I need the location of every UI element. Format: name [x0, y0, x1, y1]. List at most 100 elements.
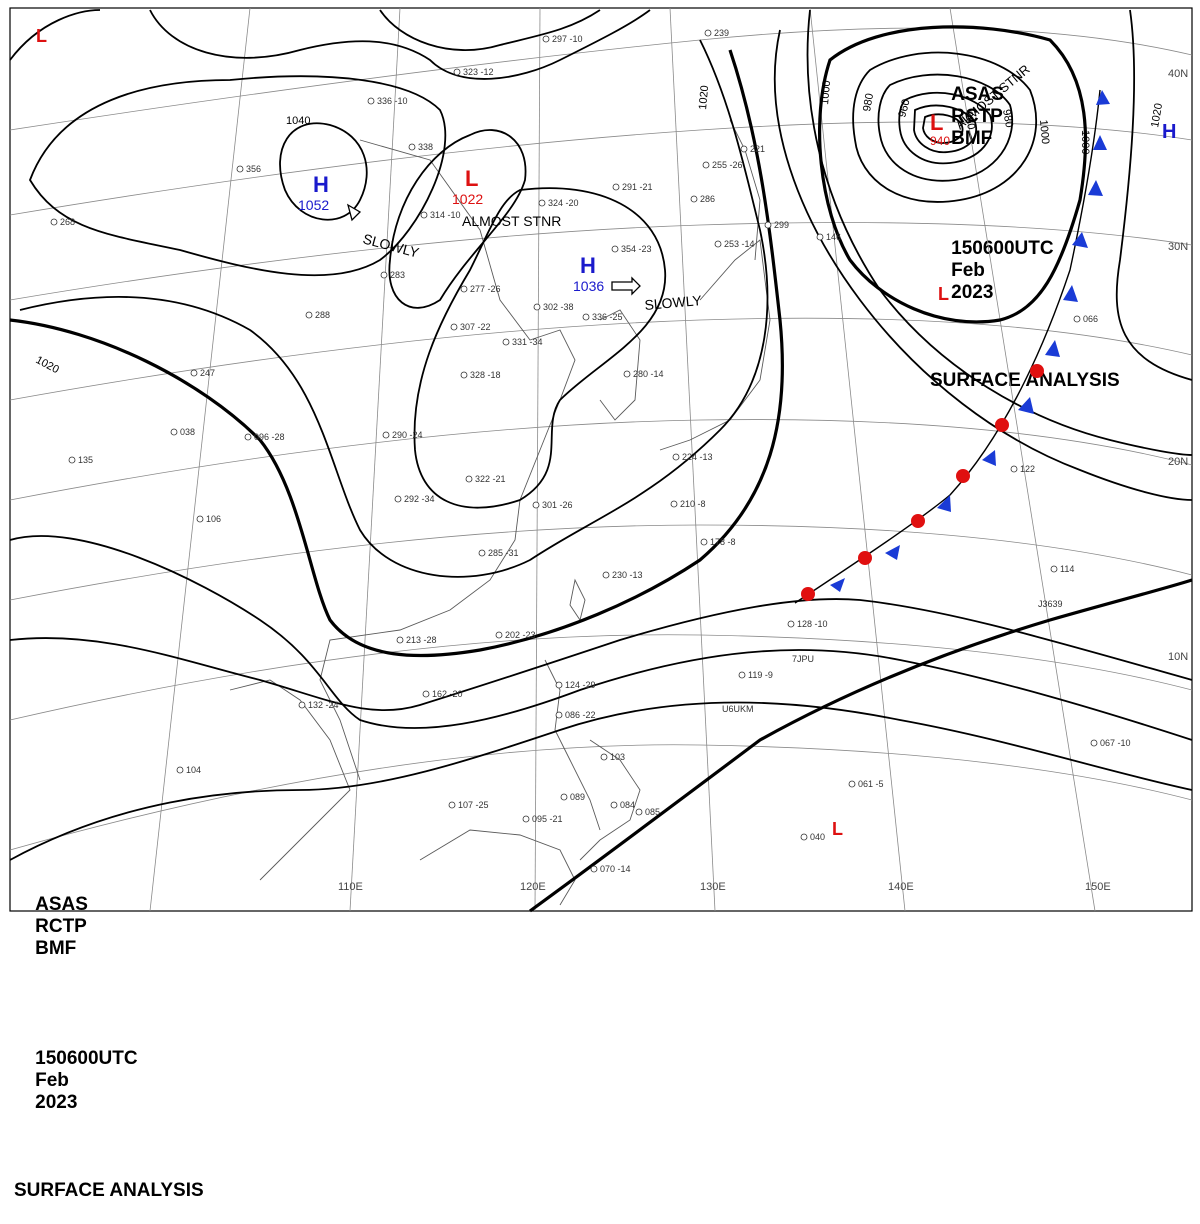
station-circle-icon	[672, 453, 680, 461]
isobar-central-low	[388, 129, 527, 309]
station-value: 301 -26	[542, 500, 573, 510]
motion-label: SLOWLY	[361, 230, 421, 260]
low-center-symbol: L	[930, 110, 943, 135]
warm-front-semicircles	[801, 364, 1044, 601]
station-plot: 253 -14	[714, 239, 755, 249]
isobar-label: 1020	[1149, 102, 1165, 128]
warm-front-bump	[858, 551, 872, 565]
station-value: 135	[78, 455, 93, 465]
station-circle-icon	[68, 456, 76, 464]
station-value: 247	[200, 368, 215, 378]
station-value: 322 -21	[475, 474, 506, 484]
station-circle-icon	[448, 801, 456, 809]
station-circle-icon	[305, 311, 313, 319]
station-circle-icon	[478, 549, 486, 557]
coast-sakhalin	[729, 119, 761, 261]
station-circle-icon	[502, 338, 510, 346]
station-circle-icon	[582, 313, 590, 321]
footer-title: SURFACE ANALYSIS	[14, 1180, 204, 1201]
coordinate-labels: 40N 30N 20N 10N 110E 120E 130E 140E 150E	[338, 68, 1188, 893]
lat-line-20n	[9, 419, 1193, 501]
station-circle-icon	[408, 143, 416, 151]
isobar-label: 1040	[286, 115, 310, 127]
motion-label: SLOWLY	[644, 292, 703, 313]
station-value: 061 -5	[858, 779, 884, 789]
high-center-symbol: H	[580, 253, 596, 278]
isobar-south-1	[9, 598, 1193, 712]
cold-front-triangles	[830, 90, 1110, 592]
station-value: 291 -21	[622, 182, 653, 192]
motion-arrow-icon	[611, 276, 641, 296]
station-circle-icon	[560, 793, 568, 801]
station-circle-icon	[555, 711, 563, 719]
station-value: 285 -31	[488, 548, 519, 558]
cold-front-triangle	[1088, 180, 1103, 196]
motion-arrow-icon	[346, 203, 362, 222]
station-value: 119 -9	[748, 670, 773, 680]
station-value: 103	[610, 752, 625, 762]
station-value: 104	[186, 765, 201, 775]
station-circle-icon	[700, 538, 708, 546]
station-value: 085	[645, 807, 660, 817]
station-value: 328 -18	[470, 370, 501, 380]
header-line-2: 150600UTC Feb 2023	[930, 216, 1170, 326]
cold-front-triangle	[1096, 90, 1110, 105]
isobar-low-ring-1	[852, 51, 1038, 203]
isobar-asia-inner	[19, 39, 769, 578]
station-circle-icon	[704, 29, 712, 37]
station-value: 253 -14	[724, 239, 755, 249]
station-plot: 307 -22	[450, 322, 491, 332]
station-value: 132 -24	[308, 700, 339, 710]
isobar-1020-bold	[9, 49, 784, 658]
station-plot: 292 -34	[394, 494, 435, 504]
station-value: 230 -13	[612, 570, 643, 580]
header-line-1: ASAS RCTP BMF	[930, 62, 1170, 172]
station-plot: 324 -20	[538, 198, 579, 208]
station-circle-icon	[532, 501, 540, 509]
station-value: 178 -8	[710, 537, 736, 547]
station-circle-icon	[714, 240, 722, 248]
isobar-north-1	[149, 9, 651, 80]
station-plot: 128 -10	[787, 619, 828, 629]
surface-analysis-map: 1040 1020 1020 1000 1000 980 960 960 980…	[9, 7, 1193, 913]
isobar-nw-corner	[9, 9, 101, 61]
lon-line-130e	[669, 7, 716, 912]
station-value: 338	[418, 142, 433, 152]
station-value: 213 -28	[406, 635, 437, 645]
station-plot: 356	[236, 164, 261, 174]
ship-callsign: J3639	[1038, 599, 1063, 609]
low-center-marker-south: L	[832, 819, 843, 839]
station-value: 268	[60, 217, 75, 227]
station-circle-icon	[298, 701, 306, 709]
station-circle-icon	[422, 690, 430, 698]
isobar-label: 960	[962, 110, 977, 130]
station-plot: 277 -26	[460, 284, 501, 294]
station-value: 277 -26	[470, 284, 501, 294]
station-value: 096 -28	[254, 432, 285, 442]
station-circle-icon	[602, 571, 610, 579]
lat-line-5n	[9, 744, 1193, 851]
low-center-marker-nw: L	[36, 26, 47, 46]
station-value: 162 -20	[432, 689, 463, 699]
station-plot: 302 -38	[533, 302, 574, 312]
station-plot: 301 -26	[532, 500, 573, 510]
station-value: 086 -22	[565, 710, 596, 720]
station-circle-icon	[612, 183, 620, 191]
station-circle-icon	[236, 165, 244, 173]
coast-taiwan	[569, 578, 586, 622]
warm-front-bump	[1030, 364, 1044, 378]
station-value: 067 -10	[1100, 738, 1131, 748]
footer-year: 2023	[35, 1092, 78, 1113]
station-plot: 314 -10	[420, 210, 461, 220]
lat-label: 30N	[1168, 241, 1188, 253]
station-plot: 106	[196, 514, 221, 524]
station-plot: 210 -8	[670, 499, 706, 509]
isobar-label: 1020	[34, 354, 61, 376]
ship-callsign: 7JPU	[792, 654, 814, 664]
station-circle-icon	[848, 780, 856, 788]
ship-callsign: U6UKM	[722, 704, 754, 714]
station-value: 323 -12	[463, 67, 494, 77]
warm-front-bump	[911, 514, 925, 528]
cold-front-triangle	[1018, 397, 1034, 414]
station-value: 280 -14	[633, 369, 664, 379]
